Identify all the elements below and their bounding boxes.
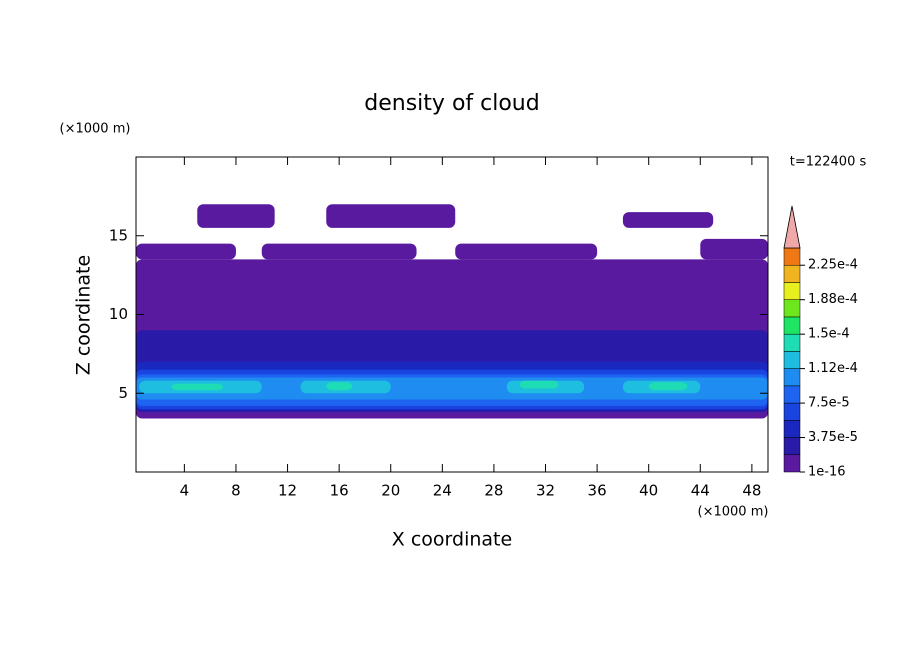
colorbar-tick-label: 3.75e-5 — [808, 430, 858, 445]
colorbar-swatch — [783, 437, 801, 456]
colorbar-swatch — [783, 299, 801, 318]
contour-region — [136, 243, 236, 260]
x-tick-label: 24 — [433, 482, 452, 500]
x-tick-label: 32 — [536, 482, 555, 500]
x-tick-label: 36 — [588, 482, 607, 500]
x-tick-label: 28 — [484, 482, 503, 500]
time-annotation: t=122400 s — [790, 155, 867, 170]
x-tick-label: 8 — [231, 482, 241, 500]
y-tick-label: 15 — [109, 226, 128, 244]
y-tick-label: 5 — [118, 384, 128, 402]
colorbar-tick-label: 2.25e-4 — [808, 258, 858, 273]
chart-title: density of cloud — [364, 91, 539, 116]
colorbar-tick-label: 7.5e-5 — [808, 396, 850, 411]
contour-region — [700, 238, 768, 260]
x-unit: (×1000 m) — [698, 505, 769, 520]
x-axis-label: X coordinate — [392, 529, 512, 551]
x-tick-label: 4 — [180, 482, 190, 500]
contour-region — [455, 243, 598, 260]
x-tick-label: 12 — [278, 482, 297, 500]
colorbar-swatch — [783, 316, 801, 335]
contour-region — [622, 212, 714, 228]
y-axis-label: Z coordinate — [73, 255, 95, 375]
contour-region — [171, 383, 224, 391]
colorbar-swatch — [783, 333, 801, 352]
y-tick-label: 10 — [109, 305, 128, 323]
x-tick-label: 20 — [381, 482, 400, 500]
x-tick-label: 44 — [691, 482, 710, 500]
x-tick-label: 40 — [639, 482, 658, 500]
colorbar-swatch — [783, 385, 801, 404]
contour-region — [648, 382, 688, 391]
y-unit: (×1000 m) — [60, 122, 131, 137]
colorbar-swatch — [783, 420, 801, 438]
contour-region — [136, 377, 768, 400]
contour-region — [326, 382, 353, 391]
x-tick-label: 48 — [742, 482, 761, 500]
colorbar-swatch — [783, 264, 801, 283]
colorbar-swatch — [783, 282, 801, 300]
contour-region — [326, 204, 456, 228]
colorbar-swatch — [783, 368, 801, 387]
colorbar-tick-label: 1e-16 — [808, 465, 846, 480]
contour-region — [519, 380, 559, 389]
contour-region — [261, 243, 417, 260]
contour-field — [136, 204, 768, 419]
colorbar-tick-label: 1.88e-4 — [808, 292, 858, 307]
colorbar-swatch — [783, 247, 801, 266]
colorbar-swatch — [783, 454, 801, 473]
colorbar-tick-label: 1.5e-4 — [808, 327, 850, 342]
colorbar-tick-label: 1.12e-4 — [808, 361, 858, 376]
x-tick-label: 16 — [330, 482, 349, 500]
colorbar-extension — [783, 205, 801, 249]
colorbar-swatch — [783, 402, 801, 421]
colorbar-swatch — [783, 351, 801, 369]
contour-region — [197, 204, 275, 228]
